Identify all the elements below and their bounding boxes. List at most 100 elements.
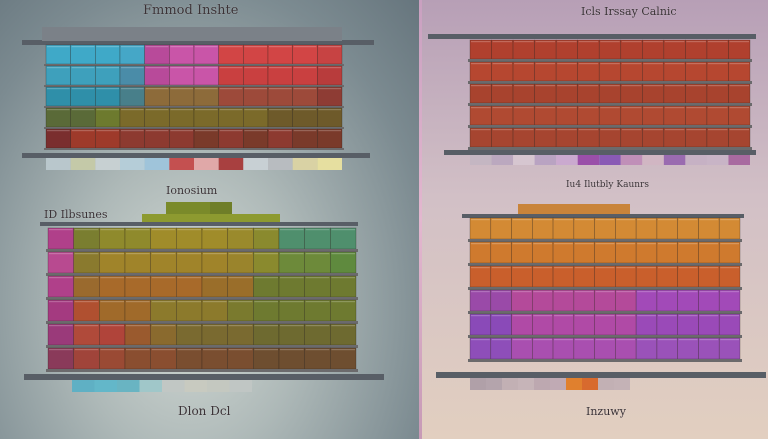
top-left-cell-1-0	[45, 65, 71, 86]
top-right-row-shelf-1	[468, 81, 752, 84]
bottom-left-cell-2-9	[278, 275, 305, 298]
bottom-right-cell-1-7	[615, 241, 637, 264]
bottom-right-cell-4-3-highlight	[533, 315, 553, 317]
bottom-right-cell-1-6-highlight	[595, 243, 615, 245]
top-right-cell-0-1	[491, 39, 514, 60]
bottom-right-cell-3-0-highlight	[471, 291, 490, 293]
top-left-cell-4-10	[292, 128, 318, 149]
top-right-cell-2-2	[512, 83, 535, 104]
top-right-cell-4-7-highlight	[621, 129, 642, 131]
top-right-cell-4-8-highlight	[643, 129, 663, 131]
top-left-cell-3-9	[267, 107, 293, 128]
bottom-left-cell-0-7-highlight	[228, 229, 253, 231]
bottom-left-cell-3-9-highlight	[280, 301, 304, 303]
bottom-left-cell-1-11	[330, 251, 357, 274]
bottom-right-cell-3-10	[677, 289, 699, 312]
top-left-color-strip	[46, 158, 342, 170]
top-right-cell-0-12-highlight	[729, 41, 749, 43]
bottom-left-cell-3-10-highlight	[305, 301, 330, 303]
bottom-right-cell-3-2-highlight	[512, 291, 532, 293]
bottom-left-cell-1-5	[176, 251, 203, 274]
top-left-cell-3-2-highlight	[96, 109, 119, 111]
top-left-cell-4-2-highlight	[96, 130, 119, 132]
top-left-cell-1-9-highlight	[269, 67, 292, 69]
bottom-left-cell-2-5-highlight	[177, 277, 201, 279]
bottom-right-cell-5-5	[573, 337, 595, 360]
top-left-cell-2-6	[193, 86, 219, 107]
bottom-left-cell-1-9-highlight	[280, 253, 304, 255]
bottom-left-cell-3-2-highlight	[100, 301, 124, 303]
bottom-left-second-block	[142, 214, 280, 224]
bottom-left-strip-swatch-7	[229, 380, 252, 392]
bottom-right-cell-2-12	[718, 265, 741, 288]
bottom-left-cell-3-4-highlight	[151, 301, 176, 303]
top-left-row-shelf-3	[44, 127, 344, 129]
bottom-right-cell-0-1	[490, 217, 512, 240]
top-right-cell-1-10-highlight	[686, 63, 706, 65]
top-right-cell-2-12	[728, 83, 751, 104]
bottom-right-cell-5-5-highlight	[574, 339, 594, 341]
top-left-cell-1-1-highlight	[71, 67, 95, 69]
bottom-left-cell-2-4-highlight	[151, 277, 176, 279]
bottom-left-cell-3-5-highlight	[177, 301, 201, 303]
top-right-cell-3-6	[598, 105, 622, 126]
bottom-right-cell-0-0-highlight	[471, 219, 490, 221]
top-right-color-strip	[470, 155, 750, 165]
top-left-cell-1-7	[218, 65, 244, 86]
bottom-right-cell-5-3	[532, 337, 554, 360]
bottom-left-cell-5-11	[330, 347, 357, 370]
bottom-right-top-swatch-1	[532, 204, 546, 214]
bottom-left-cell-1-7-highlight	[228, 253, 253, 255]
top-left-cell-4-9	[267, 128, 293, 149]
bottom-left-cell-4-10-highlight	[305, 325, 330, 327]
bottom-right-cell-4-2-highlight	[512, 315, 532, 317]
bottom-left-cell-0-4	[150, 227, 177, 250]
top-left-cell-2-2	[95, 86, 121, 107]
bottom-right-cell-5-9	[656, 337, 678, 360]
bottom-right-cell-3-12	[718, 289, 741, 312]
top-right-cell-3-3	[534, 105, 557, 126]
bottom-right-cell-5-1-highlight	[491, 339, 511, 341]
top-left-cell-4-4	[144, 128, 170, 149]
top-right-cell-1-5-highlight	[578, 63, 599, 65]
top-right-cell-2-10-highlight	[686, 85, 706, 87]
bottom-right-strip-swatch-7	[582, 378, 598, 390]
top-left-cell-0-8-highlight	[244, 46, 267, 48]
bottom-right-cell-0-12	[718, 217, 741, 240]
top-right-cell-0-9-highlight	[664, 41, 685, 43]
top-right-cell-1-3-highlight	[535, 63, 556, 65]
top-left-cell-4-8-highlight	[244, 130, 267, 132]
top-right-cell-1-11	[706, 61, 729, 82]
bottom-right-cell-1-11-highlight	[699, 243, 719, 245]
top-right-cell-4-6	[598, 127, 622, 148]
top-right-cell-1-7-highlight	[621, 63, 642, 65]
bottom-right-cell-2-10	[677, 265, 699, 288]
top-left-cell-0-9-highlight	[269, 46, 292, 48]
top-right-cell-2-8	[642, 83, 665, 104]
bottom-left-cell-5-6-highlight	[203, 349, 227, 351]
bottom-left-top-block	[166, 202, 232, 214]
top-left-cell-3-8-highlight	[244, 109, 267, 111]
top-left-cell-2-2-highlight	[96, 88, 119, 90]
bottom-left-cell-4-1	[73, 323, 100, 346]
bottom-right-cell-3-3-highlight	[533, 291, 553, 293]
top-left-cell-2-3	[119, 86, 145, 107]
bottom-right-cell-2-6	[594, 265, 616, 288]
bottom-left-cell-2-3	[124, 275, 151, 298]
bottom-right-cell-5-12-highlight	[720, 339, 739, 341]
top-right-row-shelf-2	[468, 103, 752, 106]
top-right-cell-3-0	[469, 105, 492, 126]
bottom-right-panel	[436, 204, 766, 390]
bottom-left-strip-swatch-1	[94, 380, 117, 392]
top-left-cell-0-9	[267, 44, 293, 65]
bottom-left-cell-2-7	[227, 275, 254, 298]
bottom-right-cell-0-0	[469, 217, 492, 240]
top-right-cell-3-7-highlight	[621, 107, 642, 109]
bottom-right-cell-2-4	[552, 265, 575, 288]
bottom-left-cell-3-5	[176, 299, 203, 322]
bottom-right-cell-5-8	[635, 337, 658, 360]
bottom-right-cell-2-8	[635, 265, 658, 288]
bottom-right-cell-4-1	[490, 313, 512, 336]
bottom-right-cell-1-11	[698, 241, 720, 264]
top-left-cell-3-4-highlight	[145, 109, 169, 111]
